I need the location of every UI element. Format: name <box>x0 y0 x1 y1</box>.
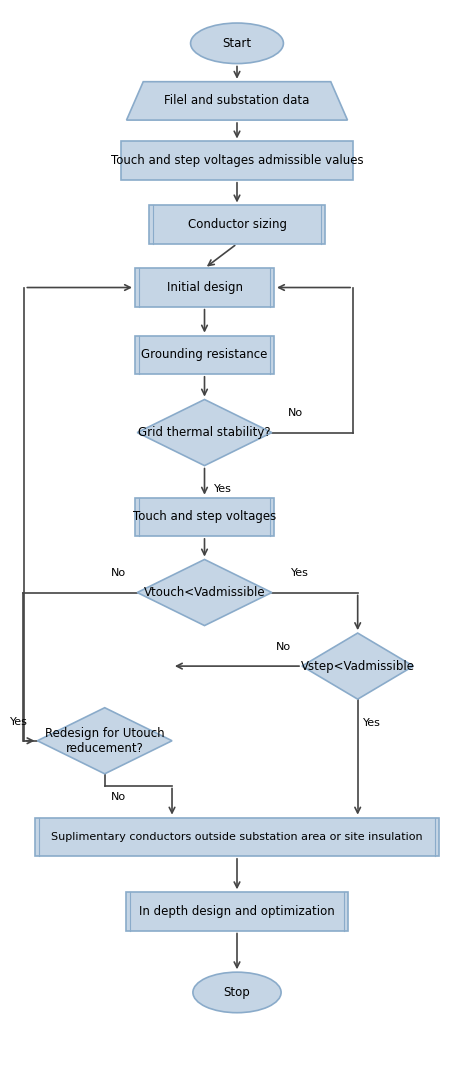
Text: In depth design and optimization: In depth design and optimization <box>139 905 335 918</box>
Text: Yes: Yes <box>363 717 381 728</box>
Polygon shape <box>127 81 347 120</box>
Text: No: No <box>111 792 126 802</box>
Polygon shape <box>302 634 413 699</box>
Text: Suplimentary conductors outside substation area or site insulation: Suplimentary conductors outside substati… <box>51 832 423 842</box>
FancyBboxPatch shape <box>149 206 325 243</box>
Text: Vstep<Vadmissible: Vstep<Vadmissible <box>301 659 415 672</box>
Text: No: No <box>276 642 291 652</box>
FancyBboxPatch shape <box>135 497 274 536</box>
Text: No: No <box>111 568 126 578</box>
Text: Yes: Yes <box>291 568 309 578</box>
Text: Initial design: Initial design <box>166 281 243 294</box>
Polygon shape <box>137 560 272 626</box>
Text: Grounding resistance: Grounding resistance <box>141 348 268 361</box>
Polygon shape <box>37 708 172 774</box>
Text: Vtouch<Vadmissible: Vtouch<Vadmissible <box>144 586 265 599</box>
FancyBboxPatch shape <box>126 892 348 930</box>
Text: Touch and step voltages admissible values: Touch and step voltages admissible value… <box>111 154 363 167</box>
Text: Redesign for Utouch
reducement?: Redesign for Utouch reducement? <box>45 727 164 755</box>
Text: Yes: Yes <box>214 485 232 494</box>
Text: Filel and substation data: Filel and substation data <box>164 94 310 107</box>
Text: Start: Start <box>222 36 252 49</box>
Ellipse shape <box>193 972 281 1013</box>
FancyBboxPatch shape <box>35 818 439 855</box>
Text: No: No <box>287 408 302 418</box>
FancyBboxPatch shape <box>135 336 274 374</box>
Text: Grid thermal stability?: Grid thermal stability? <box>138 426 271 440</box>
Text: Yes: Yes <box>10 716 28 727</box>
Text: Stop: Stop <box>224 986 250 999</box>
FancyBboxPatch shape <box>121 142 353 180</box>
Ellipse shape <box>191 23 283 63</box>
FancyBboxPatch shape <box>135 268 274 307</box>
Polygon shape <box>137 400 272 465</box>
Text: Conductor sizing: Conductor sizing <box>188 218 286 232</box>
Text: Touch and step voltages: Touch and step voltages <box>133 510 276 523</box>
